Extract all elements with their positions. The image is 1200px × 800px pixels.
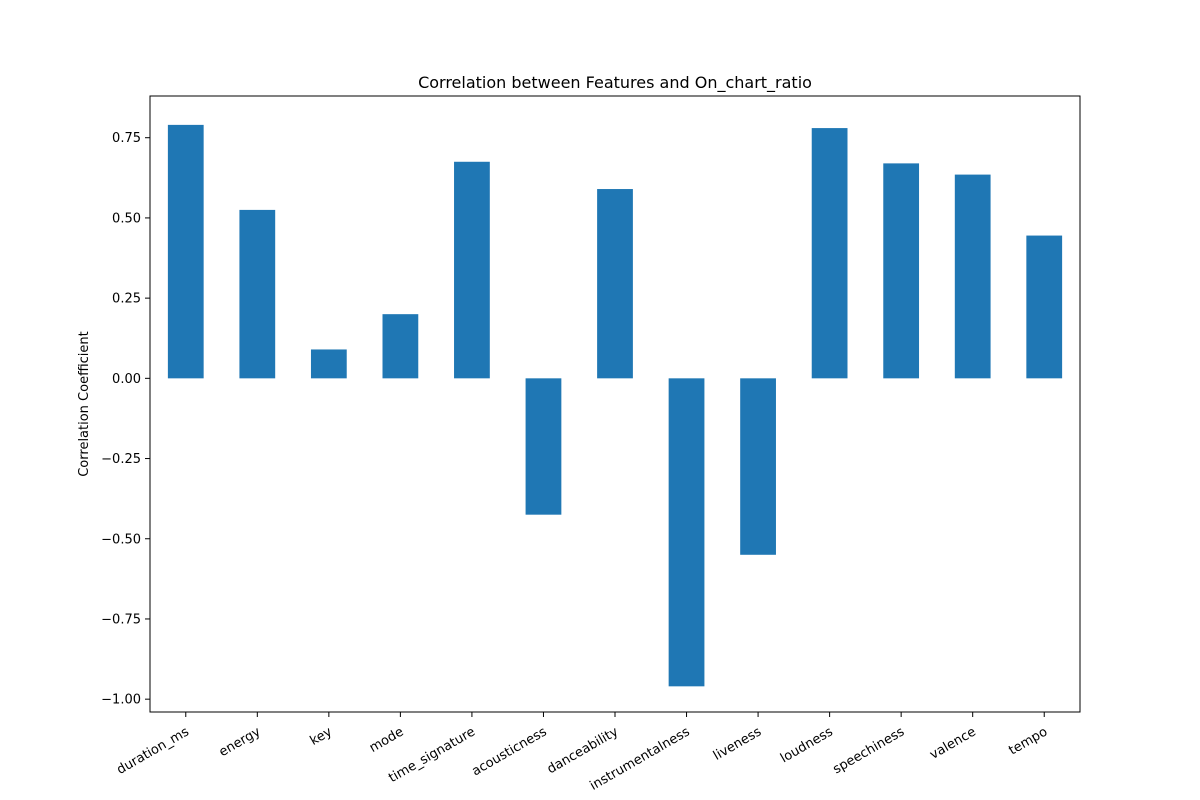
y-tick-label: 0.00 [112, 372, 141, 387]
x-tick-label: energy [217, 724, 264, 760]
x-tick-label: speechiness [831, 724, 908, 777]
bar-time-signature [454, 161, 490, 379]
y-axis-label: Correlation Coefficient [77, 331, 92, 477]
bar-energy [239, 209, 276, 379]
bar-danceability [597, 189, 633, 379]
bar-instrumentalness [668, 378, 705, 687]
x-tick-label: tempo [1006, 724, 1050, 758]
y-tick-label: −0.50 [101, 532, 141, 547]
bar-speechiness [883, 163, 920, 379]
x-tick-label: mode [367, 724, 406, 755]
x-tick-label: loudness [778, 724, 836, 766]
y-tick-label: 0.75 [112, 131, 141, 146]
bar-mode [382, 314, 419, 379]
chart-title: Correlation between Features and On_char… [418, 73, 812, 93]
x-tick-label: duration_ms [114, 724, 192, 777]
bar-tempo [1026, 235, 1063, 379]
bar-key [310, 349, 347, 379]
x-tick-label: liveness [711, 724, 764, 763]
bar-loudness [811, 128, 848, 379]
bar-valence [954, 174, 991, 379]
y-tick-label: −1.00 [101, 693, 141, 708]
y-tick-label: 0.25 [112, 292, 141, 307]
y-tick-label: −0.25 [101, 452, 141, 467]
y-tick-label: 0.50 [112, 211, 141, 226]
y-tick-label: −0.75 [101, 612, 141, 627]
bar-duration-ms [167, 124, 204, 379]
bars-group [167, 124, 1063, 687]
y-axis: −1.00 −0.75 −0.50 −0.25 0.00 0.25 0.50 0.75 [101, 131, 150, 708]
x-tick-label: key [308, 724, 335, 749]
x-axis: duration_ms energy key modetime_signatureac… [114, 712, 1050, 794]
bar-liveness [740, 378, 776, 555]
x-tick-label: acousticness [469, 724, 549, 779]
bar-acousticness [525, 378, 562, 515]
x-tick-label: valence [927, 724, 978, 762]
plot-frame [149, 95, 1081, 713]
